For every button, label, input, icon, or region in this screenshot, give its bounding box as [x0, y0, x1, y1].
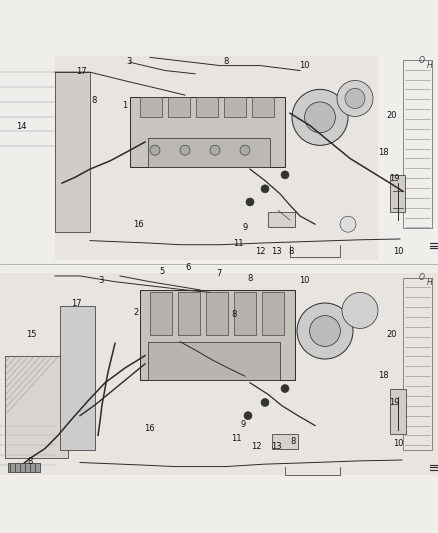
Text: H: H: [427, 278, 433, 287]
Bar: [390, 389, 406, 434]
Text: 8: 8: [223, 57, 228, 66]
Text: 10: 10: [299, 276, 310, 285]
Bar: [5, 356, 68, 458]
Circle shape: [310, 316, 340, 346]
Text: 11: 11: [231, 434, 242, 443]
Bar: [8, 463, 40, 472]
Circle shape: [240, 145, 250, 155]
Bar: [224, 97, 246, 117]
Bar: [206, 293, 228, 335]
Text: 8: 8: [289, 247, 294, 256]
Circle shape: [210, 145, 220, 155]
Bar: [140, 97, 162, 117]
Bar: [0, 273, 438, 475]
Text: 19: 19: [389, 174, 399, 183]
Text: 8: 8: [291, 437, 296, 446]
Bar: [178, 293, 200, 335]
Circle shape: [337, 80, 373, 116]
Text: 13: 13: [271, 247, 281, 256]
Circle shape: [345, 88, 365, 108]
Text: 14: 14: [16, 122, 26, 131]
Text: 1: 1: [122, 101, 127, 110]
Circle shape: [281, 384, 289, 392]
Text: 18: 18: [378, 372, 389, 381]
Circle shape: [244, 411, 252, 419]
Circle shape: [340, 216, 356, 232]
Circle shape: [246, 198, 254, 206]
Bar: [234, 293, 256, 335]
Bar: [148, 342, 280, 381]
Text: O: O: [419, 273, 425, 282]
Text: 16: 16: [133, 220, 143, 229]
Bar: [150, 293, 172, 335]
Bar: [268, 212, 295, 227]
Text: 20: 20: [387, 111, 397, 120]
Text: 9: 9: [243, 223, 248, 231]
Circle shape: [281, 171, 289, 179]
Bar: [55, 72, 90, 232]
Text: 20: 20: [387, 330, 397, 339]
Bar: [403, 60, 432, 228]
Circle shape: [297, 303, 353, 359]
Text: 10: 10: [299, 61, 310, 69]
Bar: [272, 434, 298, 449]
Text: 2: 2: [133, 308, 138, 317]
Circle shape: [304, 102, 336, 133]
Bar: [252, 97, 274, 117]
Text: 3: 3: [127, 57, 132, 66]
Circle shape: [150, 145, 160, 155]
Text: 17: 17: [76, 67, 86, 76]
Text: 10: 10: [393, 247, 404, 256]
Text: 16: 16: [144, 424, 154, 433]
Text: 17: 17: [71, 299, 82, 308]
Text: 10: 10: [393, 439, 404, 448]
Circle shape: [180, 145, 190, 155]
Text: 8: 8: [92, 95, 97, 104]
Circle shape: [261, 399, 269, 407]
Text: 8: 8: [232, 310, 237, 319]
Text: 9: 9: [240, 419, 246, 429]
Text: 3: 3: [98, 276, 103, 285]
Text: 8: 8: [247, 274, 252, 283]
Text: 15: 15: [26, 330, 37, 339]
Text: 5: 5: [159, 267, 165, 276]
Text: 13: 13: [271, 441, 281, 450]
Text: 11: 11: [233, 239, 244, 248]
Bar: [60, 306, 95, 450]
Text: 7: 7: [216, 270, 222, 278]
Circle shape: [292, 90, 348, 146]
Text: 12: 12: [255, 247, 266, 256]
Circle shape: [261, 185, 269, 193]
Bar: [262, 293, 284, 335]
Text: O: O: [419, 56, 425, 65]
Bar: [140, 290, 295, 381]
Text: 12: 12: [251, 441, 261, 450]
Bar: [390, 175, 405, 212]
Bar: [168, 97, 190, 117]
Circle shape: [342, 293, 378, 328]
Text: 19: 19: [389, 398, 399, 407]
Bar: [55, 56, 378, 260]
Text: 8: 8: [27, 457, 32, 466]
Text: 6: 6: [186, 263, 191, 272]
Bar: [403, 278, 432, 450]
Text: 18: 18: [378, 148, 389, 157]
Bar: [130, 97, 285, 167]
Bar: [148, 138, 270, 167]
Bar: [196, 97, 218, 117]
Text: H: H: [427, 61, 433, 70]
